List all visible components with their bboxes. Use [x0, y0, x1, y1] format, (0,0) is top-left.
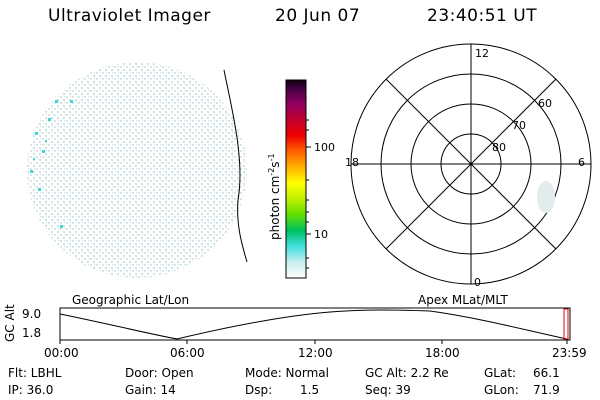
polar-aurora-blob	[537, 181, 555, 213]
colorbar-tick-100: 100	[314, 141, 335, 154]
orbit-left-title: Geographic Lat/Lon	[72, 293, 190, 307]
polar-label-right: 6	[578, 156, 585, 169]
polar-ring-80: 80	[492, 141, 506, 154]
orbit-x-tick-1800: 18:00	[425, 346, 460, 360]
orbit-current-marker	[563, 308, 569, 340]
status-glon-value: 71.9	[533, 383, 560, 397]
colorbar-tick-10: 10	[314, 228, 328, 241]
orbit-x-tick-0600: 06:00	[170, 346, 205, 360]
polar-label-left: 18	[345, 156, 359, 169]
status-dsp-label: Dsp:	[245, 383, 273, 397]
polar-label-bottom: 0	[474, 276, 481, 289]
status-glat-value: 66.1	[533, 366, 560, 380]
orbit-altitude-curve	[59, 309, 568, 340]
instrument-title: Ultraviolet Imager	[48, 6, 211, 26]
earth-disk	[27, 62, 247, 278]
status-mode: Mode: Normal	[245, 366, 329, 380]
polar-ring-70: 70	[512, 119, 526, 132]
orbit-plot-frame	[59, 307, 571, 341]
status-ip: IP: 36.0	[8, 383, 54, 397]
orbit-x-tick-1200: 12:00	[298, 346, 333, 360]
status-gain: Gain: 14	[125, 383, 176, 397]
orbit-y-label: GC Alt	[3, 304, 17, 342]
unit-exp1: -2	[267, 167, 276, 176]
colorbar-unit-label: photon cm-2s-1	[267, 153, 282, 240]
status-door: Door: Open	[125, 366, 194, 380]
status-glat-label: GLat:	[484, 366, 517, 380]
unit-exp2: -1	[267, 153, 276, 162]
status-gc-alt: GC Alt: 2.2 Re	[365, 366, 449, 380]
status-dsp-value: 1.5	[300, 383, 320, 397]
status-glon-label: GLon:	[484, 383, 519, 397]
colorbar	[285, 79, 307, 279]
status-filter: Flt: LBHL	[8, 366, 62, 380]
polar-plot	[350, 43, 592, 285]
unit-main: photon cm	[268, 175, 282, 240]
polar-label-top: 12	[475, 47, 489, 60]
orbit-x-ticks	[59, 340, 568, 344]
orbit-y-tick-9: 9.0	[22, 307, 42, 321]
aurora-specks	[30, 100, 73, 228]
colorbar-ticks	[306, 119, 311, 269]
unit-s: s	[268, 161, 282, 168]
date-label: 20 Jun 07	[275, 6, 361, 26]
terminator-line	[223, 69, 248, 263]
time-label: 23:40:51 UT	[427, 6, 538, 26]
status-seq: Seq: 39	[365, 383, 411, 397]
orbit-x-tick-0000: 00:00	[44, 346, 79, 360]
polar-ring-60: 60	[538, 97, 552, 110]
orbit-y-tick-1-8: 1.8	[22, 326, 42, 340]
orbit-x-tick-2359: 23:59	[552, 346, 587, 360]
orbit-right-title: Apex MLat/MLT	[418, 293, 508, 307]
